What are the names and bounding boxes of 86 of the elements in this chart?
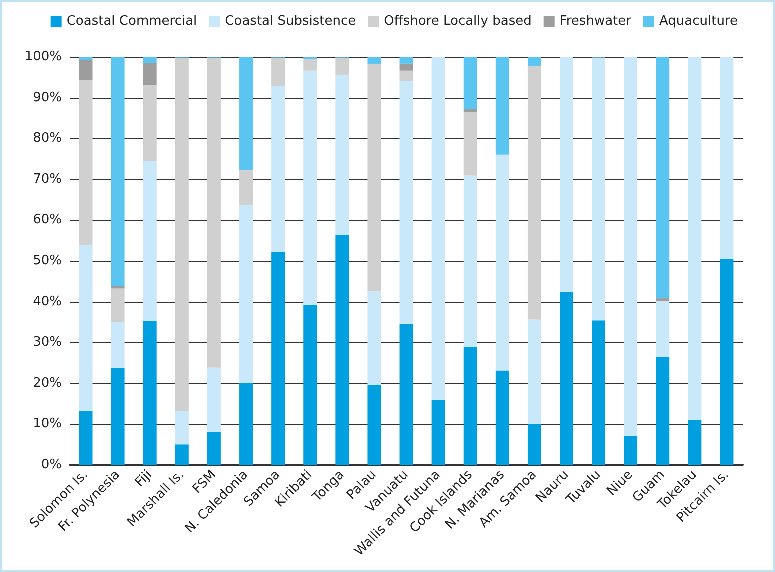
y-tick-label: 80% bbox=[33, 131, 62, 146]
bar bbox=[432, 57, 446, 400]
bar bbox=[143, 86, 157, 162]
bar bbox=[528, 66, 542, 320]
legend-label: Coastal Subsistence bbox=[225, 14, 356, 29]
bar bbox=[656, 57, 670, 299]
bar bbox=[592, 58, 606, 321]
bar bbox=[400, 57, 414, 64]
bar bbox=[79, 245, 93, 412]
bar bbox=[528, 57, 542, 66]
bar bbox=[304, 70, 318, 306]
bar bbox=[79, 411, 93, 465]
bar bbox=[464, 112, 478, 176]
bar bbox=[432, 400, 446, 465]
bar bbox=[368, 57, 382, 64]
y-tick-label: 10% bbox=[33, 416, 62, 432]
bar bbox=[336, 58, 350, 75]
legend-label: Aquaculture bbox=[659, 14, 738, 29]
y-tick-label: 20% bbox=[33, 376, 62, 391]
bar bbox=[272, 86, 286, 252]
bar bbox=[175, 444, 189, 465]
y-tick-label: 70% bbox=[33, 172, 62, 187]
bar bbox=[368, 292, 382, 386]
bar bbox=[175, 58, 189, 412]
bar bbox=[496, 57, 510, 155]
bar bbox=[79, 80, 93, 246]
bar bbox=[400, 81, 414, 324]
bar bbox=[240, 206, 253, 384]
legend-label: Freshwater bbox=[560, 14, 632, 29]
bar bbox=[496, 154, 510, 371]
bar bbox=[79, 57, 93, 60]
bar bbox=[464, 57, 478, 110]
bar bbox=[175, 411, 189, 445]
bar bbox=[143, 57, 157, 64]
bar bbox=[656, 301, 670, 358]
bar bbox=[111, 288, 125, 322]
bar bbox=[143, 63, 157, 86]
bar bbox=[560, 292, 574, 465]
bar bbox=[304, 59, 318, 71]
bar bbox=[656, 357, 670, 465]
bar bbox=[111, 57, 125, 286]
y-tick-label: 50% bbox=[33, 254, 62, 268]
y-tick-label: 90% bbox=[33, 90, 62, 106]
y-tick-label: 100% bbox=[24, 50, 62, 64]
bar bbox=[240, 57, 253, 170]
y-tick-label: 40% bbox=[33, 294, 62, 310]
bar bbox=[624, 57, 638, 436]
bar bbox=[368, 385, 382, 465]
bar bbox=[496, 370, 510, 465]
bar bbox=[720, 258, 734, 465]
bar bbox=[336, 234, 350, 465]
bar bbox=[336, 74, 350, 235]
bar bbox=[304, 305, 318, 465]
bar bbox=[143, 321, 157, 465]
legend-label: Coastal Commercial bbox=[66, 14, 198, 29]
bar bbox=[400, 64, 414, 71]
bar bbox=[464, 347, 478, 465]
bar bbox=[400, 70, 414, 82]
bar bbox=[240, 170, 253, 206]
y-tick-label: 30% bbox=[33, 335, 62, 350]
bar bbox=[720, 57, 734, 259]
bar bbox=[143, 161, 157, 322]
y-tick-label: 0% bbox=[41, 458, 62, 472]
bar bbox=[368, 64, 382, 292]
bar bbox=[528, 320, 542, 424]
bar bbox=[111, 368, 125, 465]
bar bbox=[464, 109, 478, 112]
bar bbox=[528, 424, 542, 465]
bar bbox=[656, 298, 670, 302]
bar bbox=[272, 58, 286, 86]
legend-label: Offshore Locally based bbox=[384, 14, 532, 29]
bar bbox=[79, 60, 93, 80]
bar bbox=[688, 420, 702, 465]
bar bbox=[207, 432, 221, 465]
bar bbox=[111, 322, 125, 368]
bar bbox=[400, 324, 414, 465]
bar bbox=[560, 57, 574, 292]
bar bbox=[207, 368, 221, 432]
bar bbox=[207, 58, 221, 368]
bar bbox=[240, 383, 253, 465]
bar bbox=[592, 320, 606, 465]
bar bbox=[272, 252, 286, 465]
y-tick-label: 60% bbox=[33, 212, 62, 228]
bar bbox=[464, 176, 478, 348]
bar bbox=[624, 436, 638, 465]
bar bbox=[688, 57, 702, 420]
